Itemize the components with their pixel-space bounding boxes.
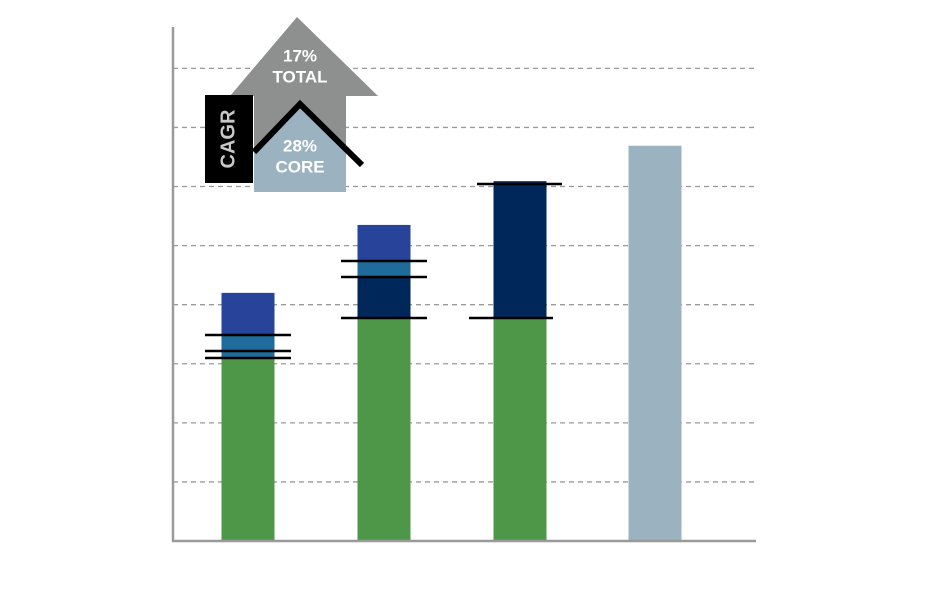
core-label: CORE — [275, 157, 324, 176]
bar-segment — [357, 224, 411, 261]
cagr-label: CAGR — [217, 109, 239, 168]
bar-segment — [357, 276, 411, 318]
core-pct: 28% — [283, 136, 317, 155]
total-pct: 17% — [283, 46, 317, 65]
bar-segment — [493, 317, 547, 541]
bar-segment — [221, 334, 275, 360]
bar-segment — [221, 292, 275, 335]
bar-segment — [357, 317, 411, 541]
level-markers — [205, 182, 562, 360]
bar-segment — [628, 145, 682, 542]
cagr-badge: 17% TOTAL 28% CORE CAGR — [205, 17, 378, 192]
total-label: TOTAL — [272, 67, 327, 86]
bar-segment — [221, 359, 275, 541]
bar-segment — [493, 181, 547, 318]
bar-segment — [357, 260, 411, 277]
